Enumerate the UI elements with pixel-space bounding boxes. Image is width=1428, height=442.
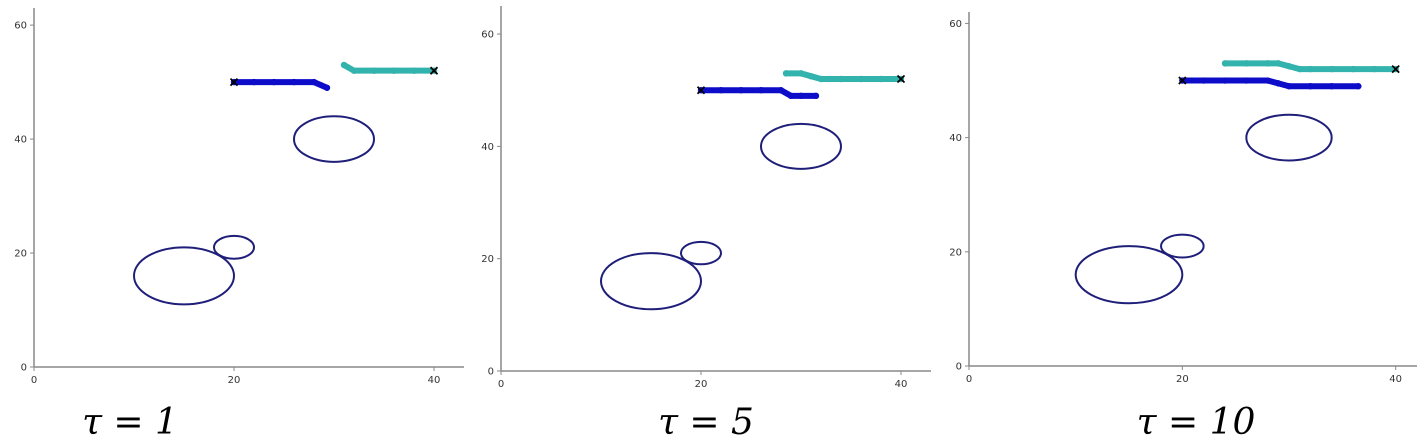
trajectory-point	[1264, 60, 1271, 67]
panel-caption: τ = 5	[658, 402, 754, 442]
trajectory-point	[812, 92, 820, 100]
trajectory-point	[1275, 80, 1282, 87]
trajectory-point	[1221, 60, 1229, 67]
panel-3: 0 20 40 60 0 20 40 τ = 10	[949, 12, 1417, 442]
trajectory-point	[1328, 65, 1335, 73]
x-tick-label: 40	[1389, 374, 1402, 385]
trajectory-agent_teal	[341, 61, 437, 74]
obstacle-circle	[213, 234, 255, 260]
y-tick-label: 0	[488, 367, 494, 378]
trajectory-point	[270, 78, 278, 86]
x-tick-label: 0	[966, 374, 972, 385]
y-tick-label: 40	[14, 135, 27, 146]
trajectory-point	[777, 87, 785, 94]
trajectory-point	[1285, 63, 1293, 70]
obstacle-circle	[1074, 245, 1184, 305]
trajectory-point	[1221, 77, 1229, 84]
trajectory-point	[1307, 65, 1314, 73]
trajectory-point	[323, 84, 331, 91]
trajectory-point	[1307, 83, 1314, 90]
trajectory-point	[1243, 60, 1250, 67]
x-tick-label: 0	[498, 379, 504, 390]
goal-marker	[896, 74, 906, 84]
obstacle-circle	[293, 115, 375, 163]
obstacle-circle	[760, 122, 842, 170]
trajectory-point	[717, 87, 725, 94]
goal-marker	[696, 86, 706, 95]
obstacle-circle	[133, 246, 235, 306]
trajectory-point	[350, 67, 358, 74]
trajectory-point	[1275, 60, 1282, 67]
trajectory-point	[1349, 65, 1357, 73]
y-tick-label: 60	[949, 19, 962, 30]
trajectory-point	[797, 92, 805, 100]
y-tick-label: 0	[956, 362, 962, 373]
panel-1: 0 20 40 60 0 20 40 τ = 1	[14, 8, 464, 442]
goal-marker	[1178, 76, 1187, 85]
goal-marker	[229, 77, 239, 87]
panel-caption: τ = 10	[1137, 402, 1256, 442]
trajectory-point	[817, 75, 825, 83]
trajectory-point	[1355, 83, 1362, 90]
trajectory-point	[797, 70, 805, 77]
trajectory-point	[1285, 83, 1293, 90]
obstacle-circle	[680, 240, 722, 266]
x-tick-label: 40	[895, 379, 908, 390]
panel-2: 0 20 40 60 0 20 40 τ = 5	[481, 6, 931, 442]
x-tick-label: 40	[428, 375, 441, 386]
panel-caption: τ = 1	[82, 402, 178, 442]
trajectory-point	[1243, 77, 1250, 84]
trajectory-point	[370, 67, 378, 74]
obstacle-circle	[600, 252, 702, 311]
trajectory-point	[310, 78, 318, 86]
y-tick-label: 20	[949, 247, 962, 258]
trajectory-point	[877, 75, 885, 83]
goal-marker	[1391, 64, 1400, 74]
trajectory-point	[1371, 65, 1378, 73]
y-tick-label: 20	[14, 249, 27, 260]
x-tick-label: 20	[695, 379, 708, 390]
obstacle-circle	[1245, 113, 1333, 162]
trajectory-point	[1200, 77, 1207, 84]
trajectory-point	[250, 78, 258, 86]
x-tick-label: 20	[1176, 374, 1189, 385]
goal-marker	[429, 66, 439, 75]
trajectory-point	[787, 92, 795, 100]
y-tick-label: 60	[14, 21, 27, 32]
y-tick-label: 60	[481, 30, 494, 41]
trajectory-point	[807, 72, 815, 80]
trajectory-point	[857, 75, 865, 83]
trajectory-point	[1264, 77, 1271, 84]
y-tick-label: 0	[21, 363, 27, 374]
trajectory-point	[837, 75, 845, 83]
y-tick-label: 20	[481, 254, 494, 265]
trajectory-point	[757, 87, 765, 94]
obstacle-circle	[1160, 233, 1205, 259]
x-tick-label: 0	[31, 375, 37, 386]
y-tick-label: 40	[949, 133, 962, 144]
trajectory-point	[782, 70, 790, 77]
trajectory-point	[1328, 83, 1335, 90]
trajectory-point	[340, 61, 348, 69]
trajectory-point	[410, 67, 418, 74]
trajectory-point	[737, 87, 745, 94]
trajectory-point	[290, 78, 298, 86]
trajectory-point	[390, 67, 398, 74]
trajectory-point	[1296, 65, 1303, 73]
trajectory-agent_dark	[1179, 77, 1362, 90]
y-tick-label: 40	[481, 142, 494, 153]
x-tick-label: 20	[228, 375, 241, 386]
